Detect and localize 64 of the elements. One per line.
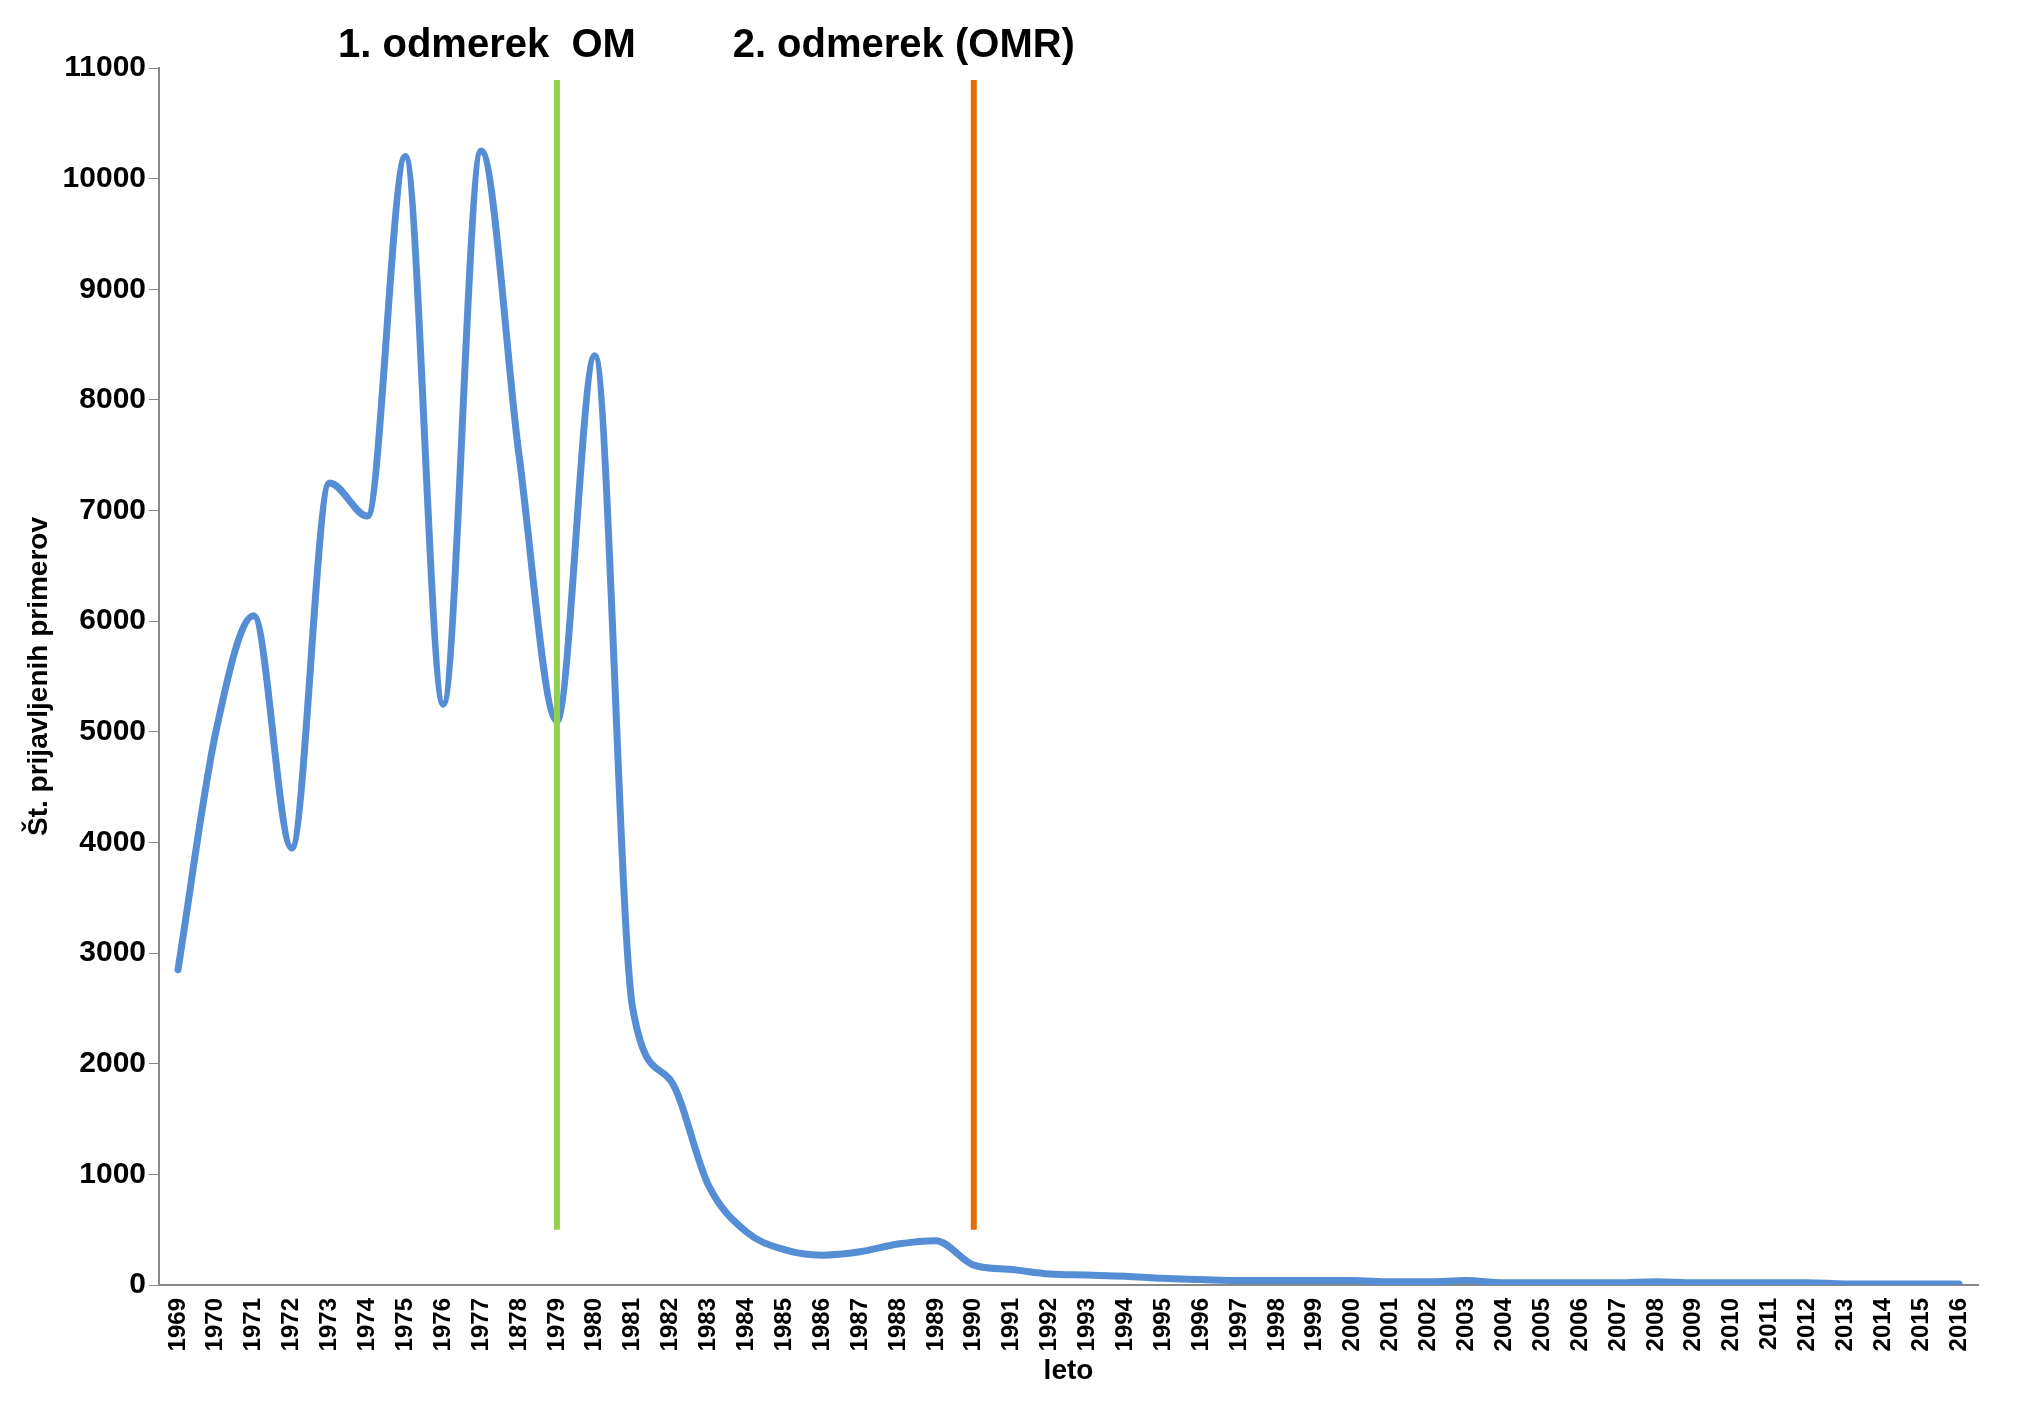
x-tick-label: 2010 — [1716, 1298, 1744, 1352]
ref-line-label: 1. odmerek OM — [337, 21, 636, 66]
y-axis-title: Št. prijavljenih primerov — [20, 516, 53, 836]
x-tick-label: 1997 — [1223, 1298, 1251, 1352]
x-tick-label: 1992 — [1034, 1298, 1062, 1352]
x-tick-label: 2009 — [1678, 1298, 1706, 1352]
x-tick-label: 2000 — [1337, 1298, 1365, 1352]
y-tick-label: 10000 — [62, 159, 147, 193]
x-tick-label: 1988 — [882, 1298, 910, 1352]
x-tick-label: 2004 — [1488, 1297, 1516, 1352]
x-tick-label: 2008 — [1640, 1298, 1668, 1352]
x-tick-label: 2003 — [1451, 1298, 1479, 1352]
x-tick-label: 1971 — [238, 1298, 266, 1352]
y-tick-label: 11000 — [64, 49, 147, 83]
x-tick-label: 1975 — [389, 1298, 417, 1352]
x-tick-label: 1998 — [1261, 1298, 1289, 1352]
y-tick-label: 9000 — [79, 270, 147, 304]
x-tick-label: 1985 — [768, 1298, 796, 1352]
x-tick-label: 1982 — [655, 1298, 683, 1352]
x-tick-label: 1974 — [352, 1297, 380, 1352]
y-tick-label: 2000 — [79, 1045, 147, 1078]
x-tick-label: 2006 — [1564, 1298, 1592, 1352]
x-tick-label: 1970 — [200, 1298, 228, 1352]
y-tick-label: 4000 — [79, 823, 147, 857]
x-tick-label: 2014 — [1867, 1297, 1895, 1352]
y-tick-label: 0 — [129, 1266, 147, 1300]
y-tick-label: 3000 — [79, 934, 147, 968]
x-tick-label: 1984 — [731, 1297, 759, 1352]
x-tick-label: 1979 — [541, 1298, 569, 1352]
x-tick-label: 2007 — [1602, 1298, 1630, 1352]
x-axis-title: leto — [1043, 1353, 1094, 1385]
y-tick-label: 7000 — [79, 491, 147, 525]
x-tick-label: 2015 — [1905, 1298, 1933, 1352]
x-tick-label: 1986 — [806, 1298, 834, 1352]
x-tick-label: 1972 — [276, 1298, 304, 1352]
x-tick-label: 1976 — [427, 1298, 455, 1352]
x-tick-label: 1969 — [162, 1298, 190, 1352]
x-tick-label: 2013 — [1829, 1298, 1857, 1352]
x-tick-label: 1983 — [693, 1298, 721, 1352]
x-tick-label: 1994 — [1109, 1297, 1137, 1352]
x-tick-label: 2012 — [1792, 1298, 1820, 1352]
x-tick-label: 1995 — [1147, 1298, 1175, 1352]
x-tick-label: 1991 — [996, 1298, 1024, 1352]
y-tick-label: 5000 — [79, 713, 147, 747]
x-tick-label: 2002 — [1413, 1298, 1441, 1352]
y-tick-label: 6000 — [79, 602, 147, 636]
x-tick-label: 1989 — [920, 1298, 948, 1352]
x-tick-label: 1973 — [314, 1298, 342, 1352]
x-tick-label: 1878 — [503, 1298, 531, 1352]
x-tick-label: 1987 — [844, 1298, 872, 1352]
x-tick-label: 1977 — [465, 1298, 493, 1352]
x-tick-label: 1999 — [1299, 1298, 1327, 1352]
x-tick-label: 1981 — [617, 1298, 645, 1352]
x-tick-label: 2001 — [1375, 1298, 1403, 1352]
y-tick-label: 1000 — [79, 1155, 147, 1189]
x-tick-label: 1980 — [579, 1298, 607, 1352]
x-tick-label: 1993 — [1072, 1298, 1100, 1352]
x-tick-label: 1990 — [958, 1298, 986, 1352]
x-tick-label: 1996 — [1185, 1298, 1213, 1352]
ref-line-label: 2. odmerek (OMR) — [732, 21, 1075, 66]
x-tick-label: 2011 — [1754, 1298, 1782, 1351]
x-tick-label: 2016 — [1943, 1298, 1971, 1352]
x-tick-label: 2005 — [1526, 1298, 1554, 1352]
y-tick-label: 8000 — [79, 381, 147, 415]
